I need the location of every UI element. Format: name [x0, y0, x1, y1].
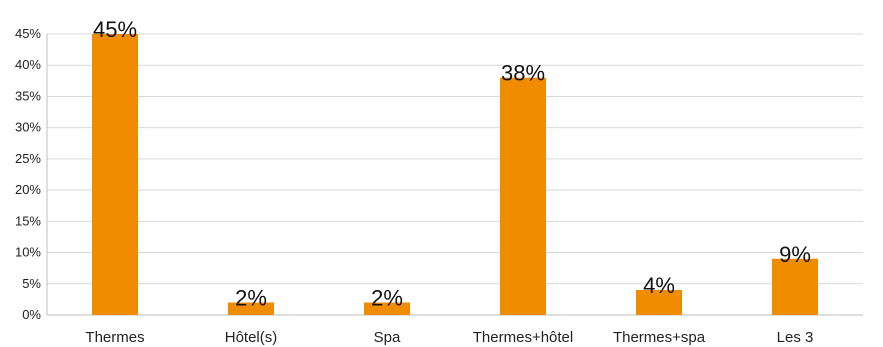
bar-thermes-spa: [636, 290, 682, 315]
bar-thermes-h-tel: [500, 77, 546, 315]
y-tick-label: 10%: [15, 245, 41, 260]
grid-layer: [47, 33, 863, 316]
y-axis: 0% 5% 10% 15% 20% 25% 30% 35% 40% 45%: [15, 26, 48, 322]
y-tick-label: 5%: [22, 276, 41, 291]
value-label: 45%: [93, 17, 137, 42]
y-tick-label: 15%: [15, 213, 41, 228]
value-labels-layer: 45% 2% 2% 38% 4% 9%: [93, 17, 811, 311]
value-label: 9%: [779, 242, 811, 267]
x-tick-label: Hôtel(s): [225, 329, 278, 346]
bar-spa: [364, 302, 410, 315]
value-label: 38%: [501, 61, 545, 86]
bar-thermes: [92, 34, 138, 315]
x-tick-label: Les 3: [777, 329, 814, 346]
y-tick-label: 45%: [15, 26, 41, 41]
y-tick-label: 25%: [15, 151, 41, 166]
bars-layer: [92, 34, 818, 315]
y-tick-label: 0%: [22, 307, 41, 322]
x-tick-label: Thermes+spa: [613, 329, 706, 346]
value-label: 2%: [235, 286, 267, 311]
y-tick-label: 35%: [15, 88, 41, 103]
y-tick-label: 30%: [15, 120, 41, 135]
y-tick-label: 20%: [15, 182, 41, 197]
x-axis: Thermes Hôtel(s) Spa Thermes+hôtel Thermes+s…: [85, 329, 813, 346]
y-tick-label: 40%: [15, 57, 41, 72]
bar-h-tel-s: [228, 302, 274, 315]
x-tick-label: Thermes+hôtel: [473, 329, 573, 346]
bar-les-3: [772, 258, 818, 315]
x-tick-label: Thermes: [85, 329, 144, 346]
value-label: 2%: [371, 286, 403, 311]
x-tick-label: Spa: [374, 329, 401, 346]
value-label: 4%: [643, 273, 675, 298]
